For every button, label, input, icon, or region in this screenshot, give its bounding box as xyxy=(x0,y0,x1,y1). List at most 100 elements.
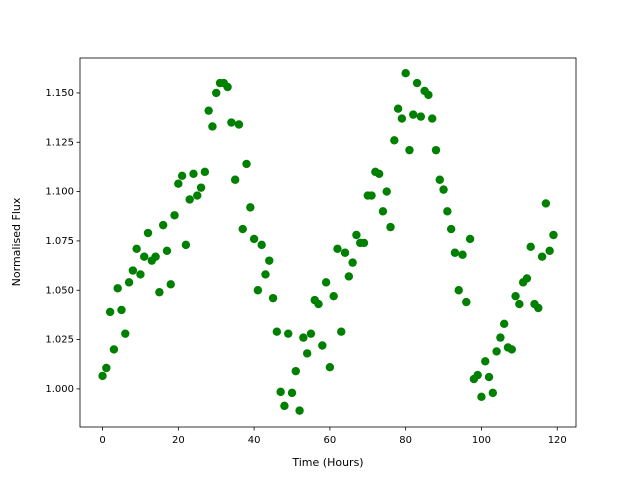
point xyxy=(462,297,471,307)
point xyxy=(473,370,482,380)
point xyxy=(428,114,437,123)
point xyxy=(109,345,119,354)
point xyxy=(393,104,403,113)
point xyxy=(162,246,172,255)
y-tick-label: 1.050 xyxy=(45,285,74,296)
point xyxy=(325,363,335,372)
y-tick-label: 1.025 xyxy=(45,335,74,346)
point xyxy=(143,228,153,238)
point xyxy=(181,240,191,250)
y-tick-label: 1.150 xyxy=(45,88,74,99)
point xyxy=(287,388,297,398)
point xyxy=(253,286,263,295)
point xyxy=(352,230,361,240)
point xyxy=(424,90,433,100)
point xyxy=(537,252,547,261)
point xyxy=(166,280,175,289)
point xyxy=(132,244,141,254)
point xyxy=(268,293,278,303)
point xyxy=(439,185,448,194)
point xyxy=(401,68,410,78)
point xyxy=(170,211,179,220)
point xyxy=(276,387,285,397)
point xyxy=(374,169,384,179)
point xyxy=(177,171,187,181)
point xyxy=(511,291,520,301)
point xyxy=(284,329,293,338)
point xyxy=(450,248,460,257)
axes-frame xyxy=(79,57,577,428)
point xyxy=(390,136,399,145)
y-tick-label: 1.075 xyxy=(45,236,74,247)
point xyxy=(291,366,300,376)
x-tick-label: 100 xyxy=(472,435,491,446)
point xyxy=(158,220,168,230)
point xyxy=(102,363,111,373)
point xyxy=(234,120,244,129)
point xyxy=(208,122,217,131)
point xyxy=(196,183,206,192)
point xyxy=(409,110,418,119)
x-tick-label: 20 xyxy=(172,435,185,446)
point xyxy=(333,244,342,254)
point xyxy=(140,252,149,261)
point xyxy=(174,179,183,188)
point xyxy=(465,234,475,244)
point xyxy=(128,266,138,275)
point xyxy=(189,169,198,179)
point xyxy=(136,270,145,279)
point xyxy=(223,82,232,92)
point xyxy=(534,303,543,313)
point xyxy=(492,347,501,356)
point xyxy=(314,299,323,309)
point xyxy=(105,307,115,317)
point xyxy=(242,159,251,169)
point xyxy=(443,207,452,216)
point xyxy=(549,230,558,240)
point xyxy=(155,288,164,297)
x-tick-label: 80 xyxy=(399,435,412,446)
point xyxy=(321,278,331,287)
point xyxy=(302,349,312,358)
point xyxy=(249,234,259,244)
y-tick-label: 1.000 xyxy=(45,384,74,395)
point xyxy=(412,78,422,88)
point xyxy=(117,305,126,315)
point xyxy=(378,207,388,216)
point xyxy=(261,270,270,279)
point xyxy=(496,333,505,342)
point xyxy=(124,278,134,287)
point xyxy=(522,274,532,283)
point xyxy=(515,299,524,309)
y-tick-label: 1.125 xyxy=(45,137,74,148)
point xyxy=(499,319,509,328)
point xyxy=(98,371,107,381)
point xyxy=(541,199,551,208)
point xyxy=(526,242,535,252)
point xyxy=(295,406,304,415)
point xyxy=(344,272,354,281)
y-axis-label: Normalised Flux xyxy=(10,197,23,286)
point xyxy=(507,345,516,354)
point xyxy=(416,112,426,121)
point xyxy=(230,175,240,184)
point xyxy=(337,327,346,336)
x-tick-label: 40 xyxy=(248,435,261,446)
point xyxy=(458,250,467,259)
point xyxy=(435,175,444,184)
point xyxy=(257,240,266,250)
x-tick-label: 0 xyxy=(99,435,105,446)
point xyxy=(318,341,327,350)
point xyxy=(200,167,210,177)
point xyxy=(329,291,338,301)
point xyxy=(397,114,407,123)
point xyxy=(386,222,395,232)
point xyxy=(405,145,414,155)
point xyxy=(454,286,463,295)
point xyxy=(359,238,369,248)
point xyxy=(193,191,202,200)
point xyxy=(113,284,122,293)
point xyxy=(446,224,456,234)
